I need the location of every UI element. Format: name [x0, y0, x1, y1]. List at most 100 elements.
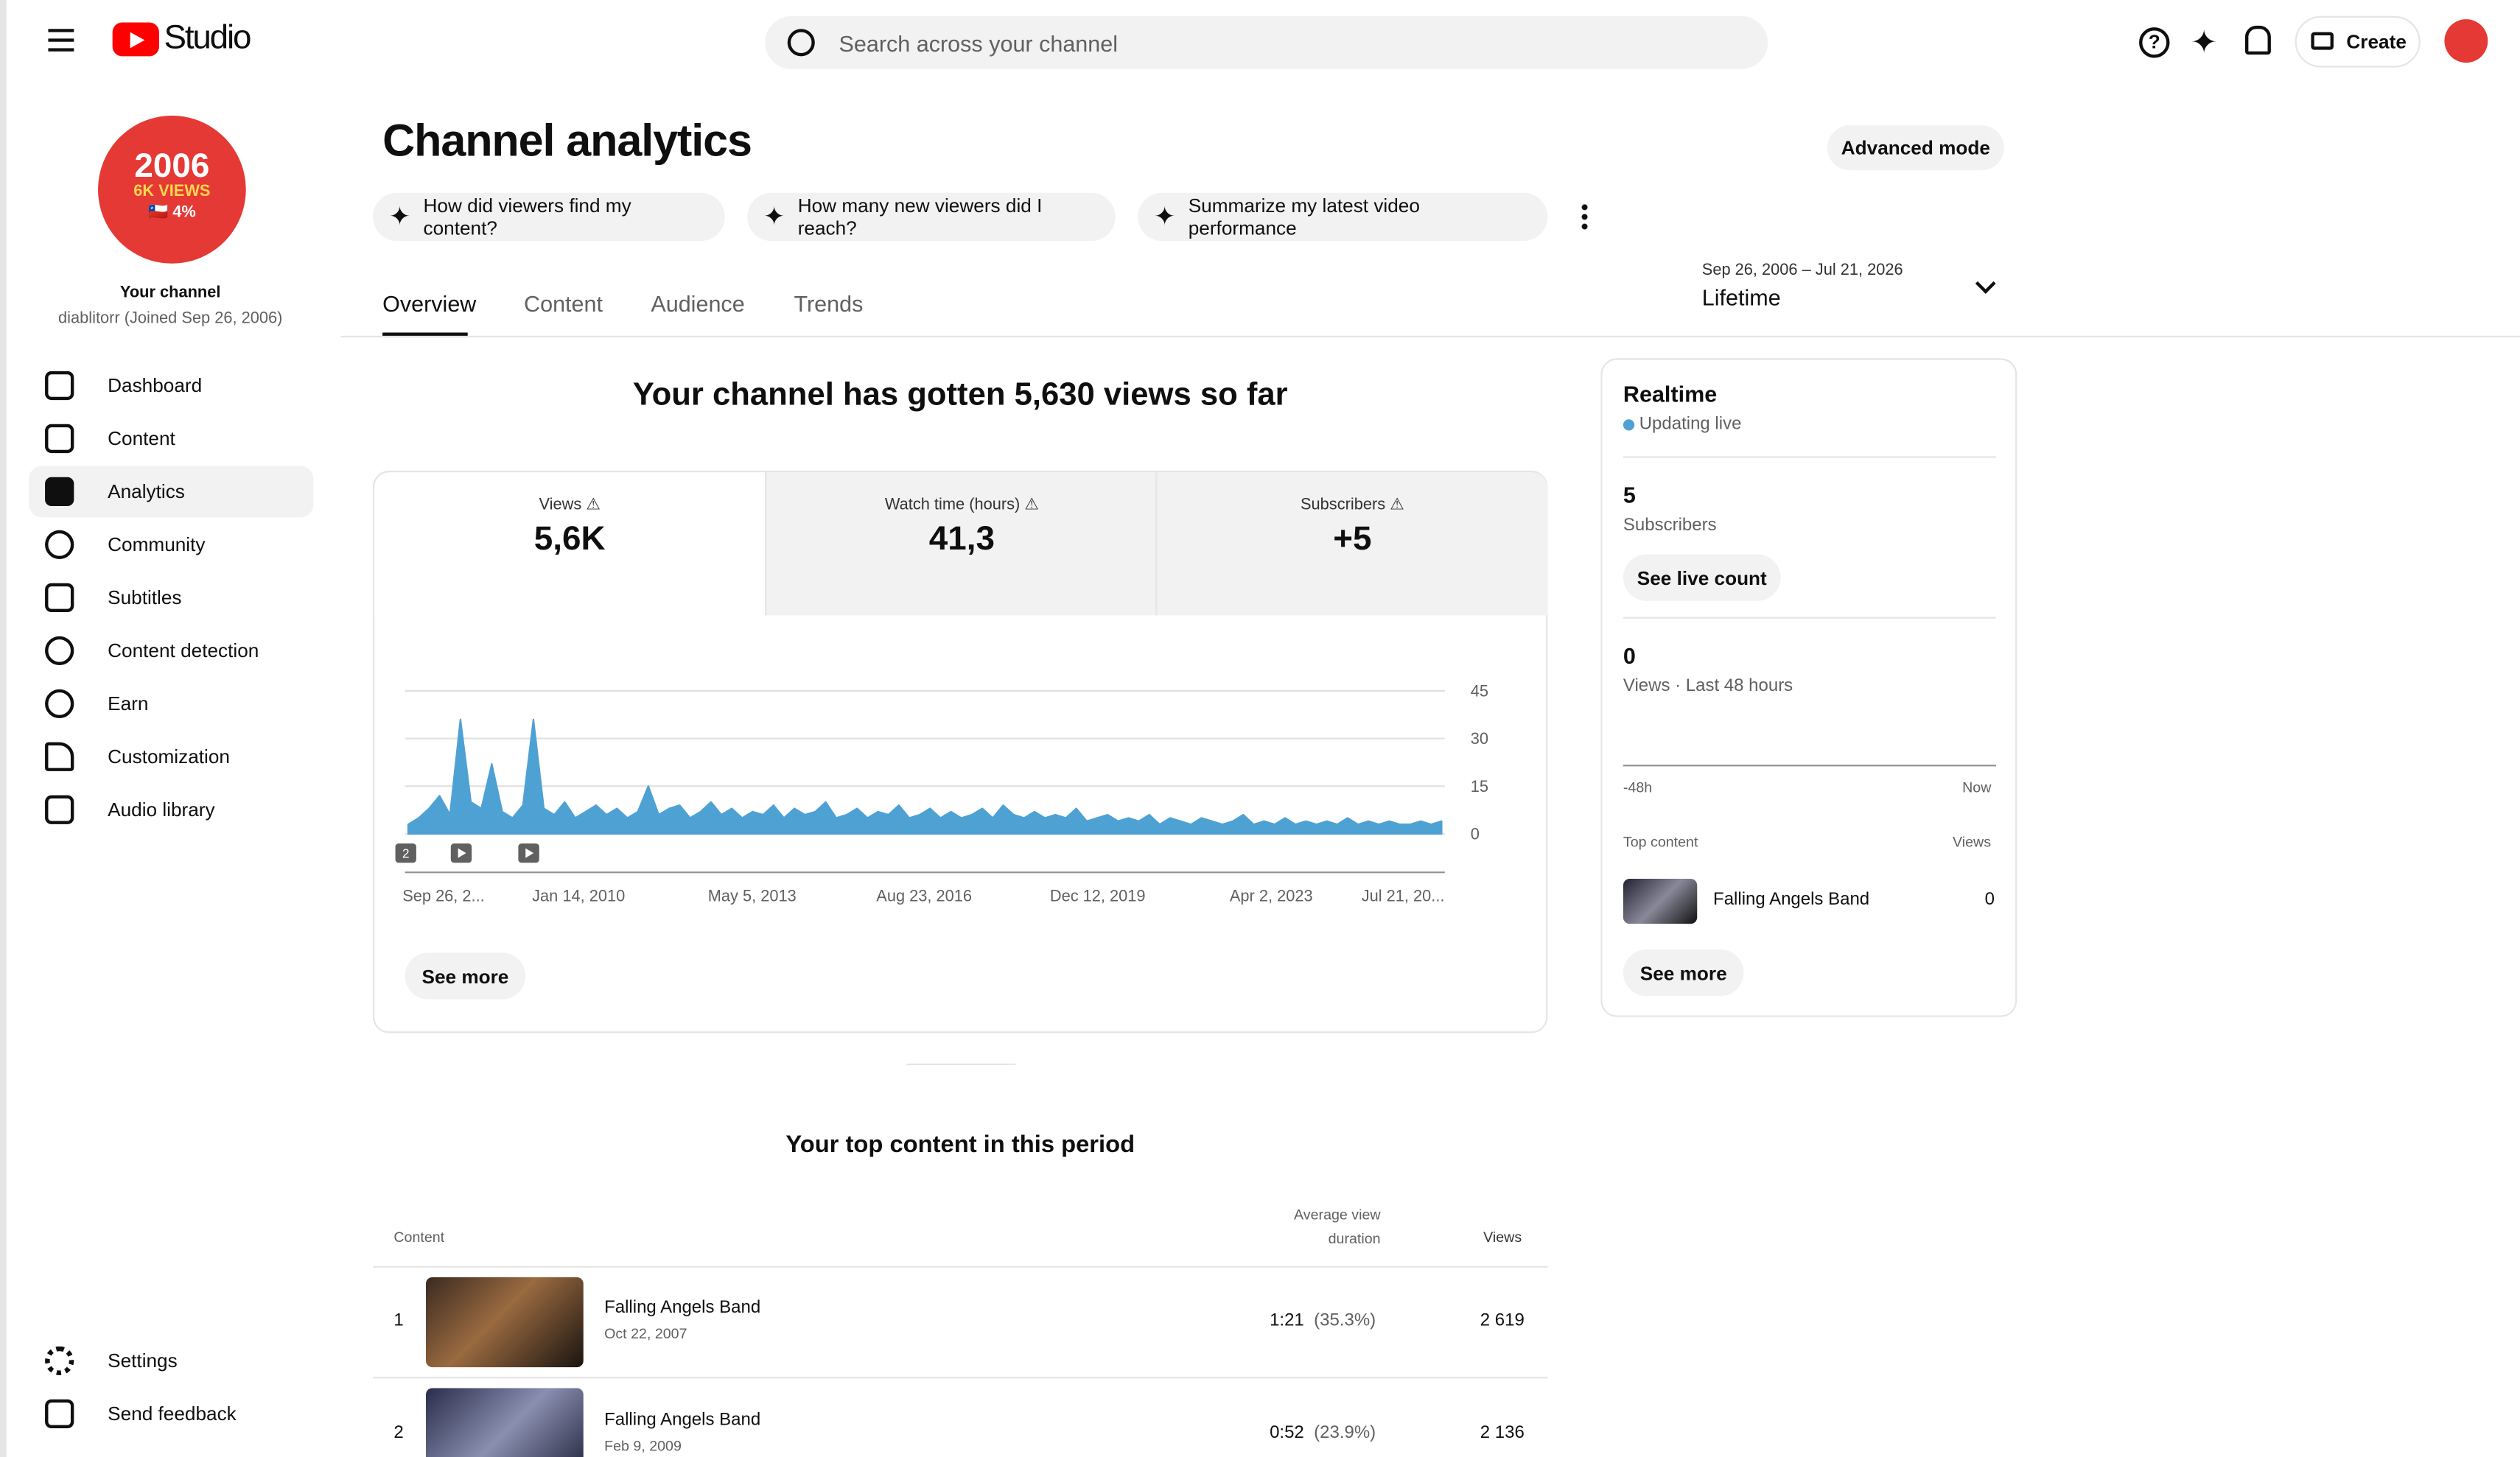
realtime-title: Realtime [1623, 380, 1718, 407]
channel-avatar[interactable]: 2006 6K VIEWS 🇨🇱 4% [98, 116, 246, 264]
metric-label-text: Subscribers [1300, 496, 1386, 514]
top-content-label: Top content [1623, 833, 1698, 850]
divider [906, 1063, 1016, 1066]
views-header: Views [1953, 833, 1992, 850]
create-icon [2311, 32, 2334, 50]
headline: Your channel has gotten 5,630 views so f… [632, 377, 1288, 413]
create-button[interactable]: Create [2295, 15, 2421, 68]
y-tick-label: 30 [1471, 729, 1488, 748]
help-button[interactable]: ? [2139, 27, 2170, 58]
tab[interactable]: Content [524, 290, 603, 317]
duration: 0:52 (23.9%) [1270, 1423, 1376, 1442]
video-title[interactable]: Falling Angels Band [604, 1411, 761, 1430]
video-date: Feb 9, 2009 [604, 1438, 682, 1454]
see-more-button[interactable]: See more [405, 952, 526, 1000]
metric-tab[interactable]: Watch time (hours) ⚠ 41,3 [765, 472, 1158, 616]
realtime-subscribers-label: Subscribers [1623, 516, 1717, 536]
see-more-button[interactable]: See more [1623, 949, 1744, 997]
realtime-views: 0 [1623, 642, 1636, 669]
metric-label: Views ⚠ [539, 496, 601, 514]
top-content-title: Your top content in this period [785, 1131, 1135, 1159]
metric-value: 5,6K [533, 520, 606, 558]
prompt-chip[interactable]: How did viewers find my content? [373, 192, 725, 242]
video-date: Oct 22, 2007 [604, 1325, 687, 1342]
account-avatar[interactable] [2444, 19, 2488, 63]
tab[interactable]: Audience [651, 290, 745, 317]
search-placeholder: Search across your channel [839, 30, 1119, 57]
nav-label: Dashboard [108, 374, 203, 397]
see-live-count-button[interactable]: See live count [1623, 554, 1781, 601]
column-header: Views [1483, 1229, 1522, 1246]
views-area [407, 718, 1443, 835]
search-icon [787, 29, 815, 57]
logo-text[interactable]: Studio [164, 19, 251, 57]
nav-label: Community [108, 533, 206, 556]
live-dot [1623, 419, 1635, 431]
period[interactable]: Lifetime [1701, 284, 1781, 310]
avatar-line: 2006 [134, 147, 210, 185]
item-title[interactable]: Falling Angels Band [1713, 890, 1870, 910]
gemini-button[interactable]: ✦ [2190, 25, 2218, 61]
x-tick-label: Jan 14, 2010 [532, 887, 625, 905]
notifications-button[interactable] [2244, 25, 2271, 55]
video-marker-icon [525, 848, 534, 858]
marker-badge-label: 2 [402, 846, 410, 861]
x-tick-label: Apr 2, 2023 [1230, 887, 1313, 905]
rank: 2 [393, 1423, 404, 1443]
nav-item[interactable]: Subtitles [29, 572, 313, 623]
duration: 1:21 (35.3%) [1270, 1311, 1376, 1330]
x-tick-label: Jul 21, 20... [1362, 887, 1445, 905]
overview-card [373, 471, 1548, 1033]
nav-item[interactable]: Content [29, 413, 313, 465]
nav-item[interactable]: Customization [29, 731, 313, 782]
menu-button[interactable] [48, 29, 74, 52]
x-tick-label: Sep 26, 2... [402, 887, 485, 905]
realtime-views-label: Views · Last 48 hours [1623, 676, 1793, 696]
nav-item[interactable]: Content detection [29, 625, 313, 676]
y-tick-label: 45 [1471, 682, 1488, 701]
nav-label: Send feedback [108, 1402, 237, 1425]
video-title[interactable]: Falling Angels Band [604, 1298, 761, 1318]
metric-label: Subscribers ⚠ [1300, 496, 1404, 514]
realtime-axis-label: -48h [1623, 779, 1653, 796]
tab-active[interactable]: Overview [382, 290, 477, 317]
thumbnail[interactable] [425, 1277, 584, 1368]
prompt-chip[interactable]: Summarize my latest video performance [1138, 192, 1548, 242]
column-header: Content [393, 1229, 445, 1246]
tab[interactable]: Trends [794, 290, 864, 317]
realtime-status: Updating live [1639, 414, 1742, 434]
realtime-card [1600, 358, 2017, 1017]
nav-item[interactable]: Earn [29, 678, 313, 729]
logo-icon [112, 22, 159, 57]
views-chart: 0 15 30 45 2 Sep 26, 2... Jan 14, 2010 May 5, 2… [395, 682, 1488, 905]
metric-tab[interactable]: Views ⚠ 5,6K [374, 472, 766, 616]
nav-label: Earn [108, 692, 149, 715]
nav-label: Settings [108, 1349, 178, 1372]
nav-label: Customization [108, 745, 230, 768]
metric-label: Watch time (hours) ⚠ [884, 496, 1039, 514]
nav-item[interactable]: Audio library [29, 784, 313, 835]
date-range[interactable]: Sep 26, 2006 – Jul 21, 2026 [1701, 261, 1903, 280]
divider [1623, 456, 1996, 458]
divider [373, 1377, 1548, 1379]
more-button[interactable] [1581, 202, 1588, 230]
nav-item[interactable]: Community [29, 519, 313, 570]
metric-tab[interactable]: Subscribers ⚠ +5 [1155, 472, 1548, 616]
thumbnail[interactable] [1623, 879, 1698, 924]
advanced-mode-button[interactable]: Advanced mode [1827, 125, 2004, 171]
prompt-chip[interactable]: How many new viewers did I reach? [747, 192, 1116, 242]
column-header: Average view duration [1294, 1207, 1381, 1247]
create-label: Create [2346, 30, 2407, 53]
item-views: 0 [1984, 890, 1995, 910]
thumbnail[interactable] [425, 1388, 584, 1457]
nav-item[interactable]: Dashboard [29, 360, 313, 412]
search-box[interactable]: Search across your channel [765, 15, 1768, 69]
avatar-line: 6K VIEWS [133, 183, 211, 201]
x-tick-label: Dec 12, 2019 [1050, 887, 1146, 905]
nav-item[interactable]: Settings [29, 1335, 313, 1386]
nav-item-active[interactable]: Analytics [29, 466, 314, 518]
nav-item[interactable]: Send feedback [29, 1388, 313, 1439]
divider [373, 1265, 1548, 1268]
metric-label-text: Views [539, 496, 582, 514]
